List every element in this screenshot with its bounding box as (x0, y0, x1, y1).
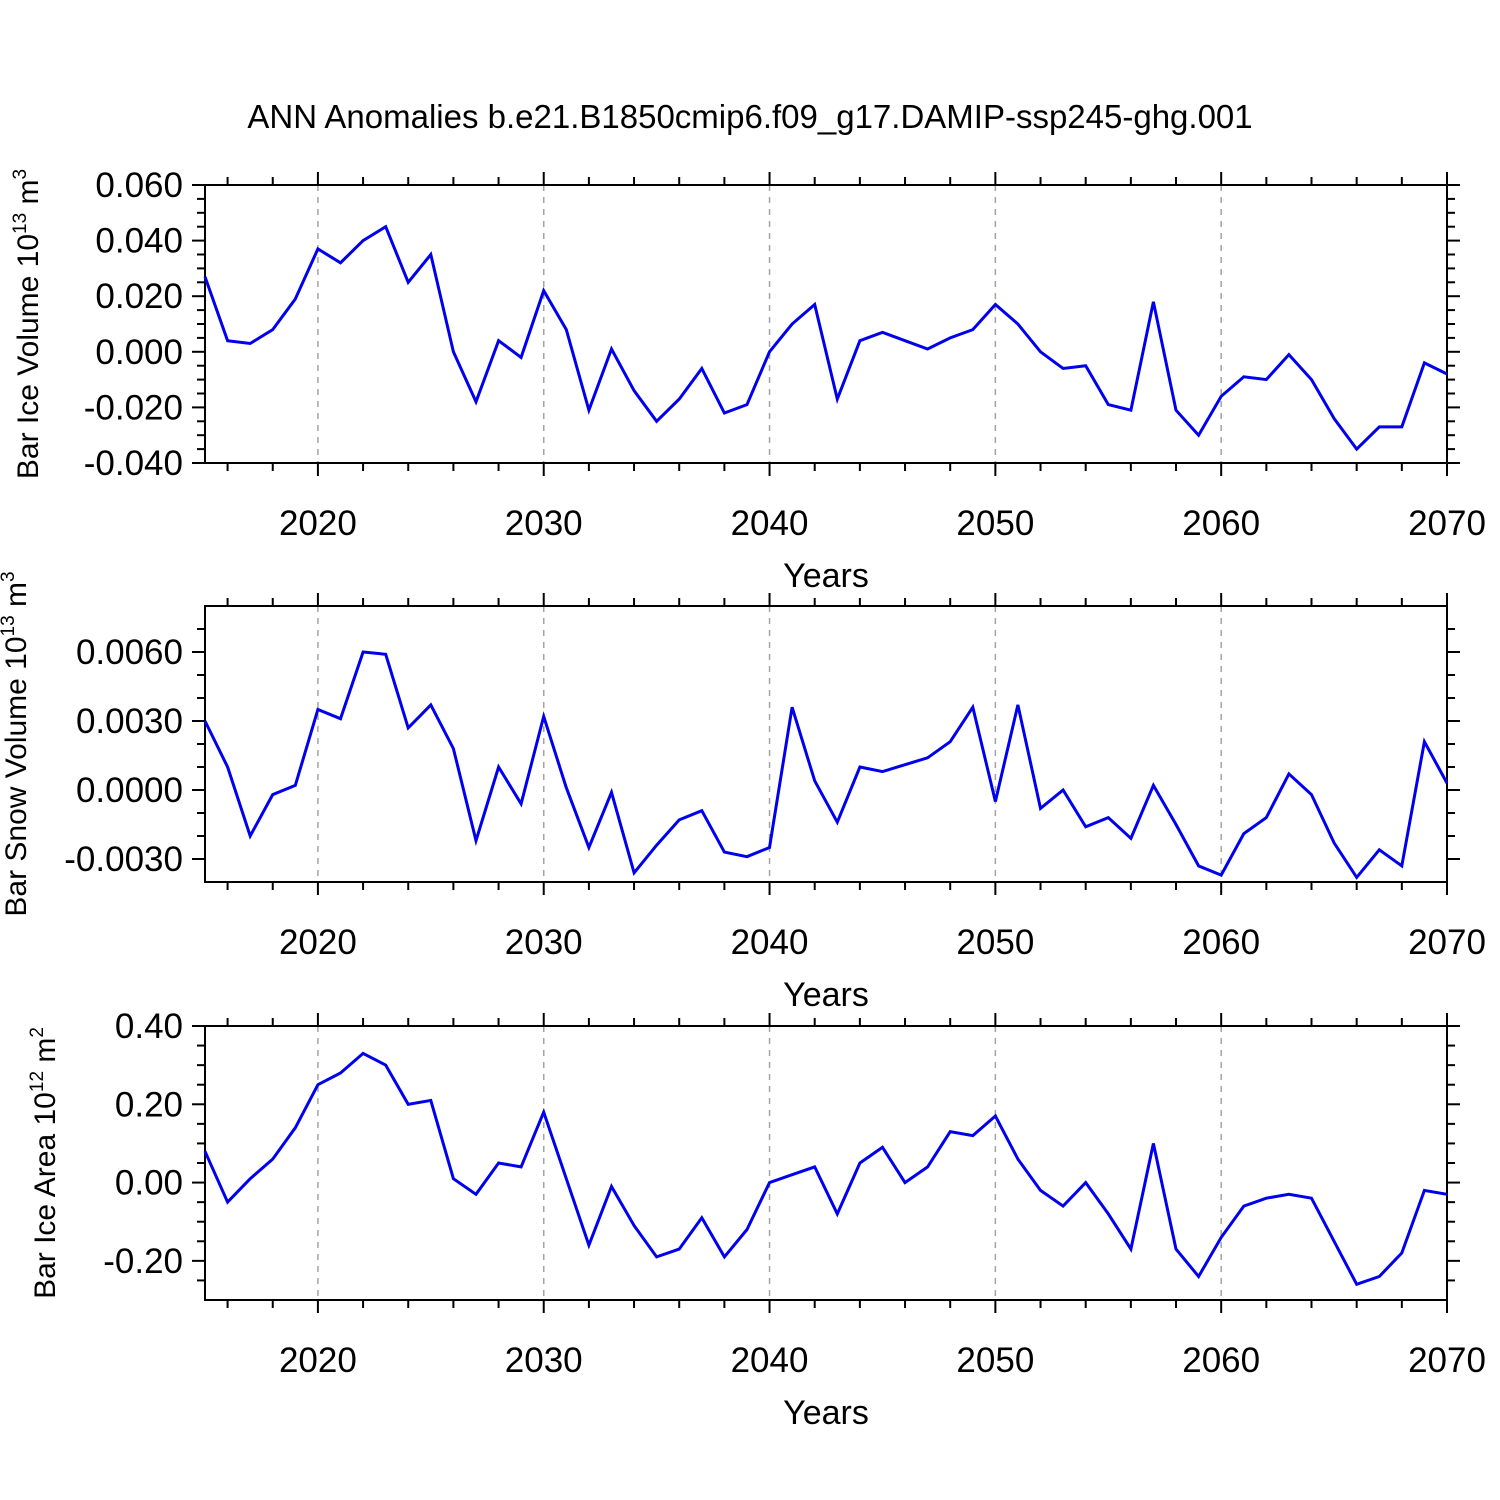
x-tick-label: 2040 (731, 923, 809, 962)
y-axis-title-text: m (29, 1038, 62, 1071)
y-tick-label: 0.00 (115, 1164, 183, 1203)
x-axis-title: Years (783, 557, 869, 595)
chart-title: ANN Anomalies b.e21.B1850cmip6.f09_g17.D… (247, 98, 1252, 135)
x-axis-title: Years (783, 976, 869, 1014)
x-tick-label: 2060 (1182, 923, 1260, 962)
x-axis-title: Years (783, 1394, 869, 1432)
y-axis-title: Bar Snow Volume 1013​ m3​ (0, 571, 33, 916)
series-line-bar-ice-volume (203, 224, 1448, 452)
y-axis-title-text: m (12, 179, 45, 212)
x-tick-label: 2070 (1408, 504, 1486, 543)
x-tick-label: 2070 (1408, 1341, 1486, 1380)
x-tick-label: 2050 (956, 1341, 1034, 1380)
y-tick-label: 0.060 (95, 166, 183, 205)
y-axis-title-superscript: 3 (0, 571, 19, 582)
x-tick-label: 2040 (731, 1341, 809, 1380)
y-tick-label: 0.020 (95, 277, 183, 316)
x-tick-label: 2060 (1182, 504, 1260, 543)
plot-frame (204, 605, 1448, 883)
y-axis-title: Bar Ice Area 1012​ m2​ (27, 1027, 62, 1299)
y-axis-title-superscript: 13 (10, 213, 31, 234)
series-line-bar-snow-volume (203, 650, 1449, 880)
x-tick-label: 2030 (505, 1341, 583, 1380)
plot-frame (204, 1025, 1448, 1301)
y-tick-label: -0.040 (84, 444, 183, 483)
x-tick-label: 2020 (279, 923, 357, 962)
plot-frame (204, 184, 1448, 464)
x-tick-label: 2040 (731, 504, 809, 543)
y-tick-label: 0.0060 (76, 633, 183, 672)
y-axis-title-superscript: 12 (27, 1071, 48, 1092)
x-tick-label: 2030 (505, 504, 583, 543)
y-axis-title-superscript: 13 (0, 615, 19, 636)
y-tick-label: 0.20 (115, 1085, 183, 1124)
y-tick-label: -0.0030 (64, 840, 183, 879)
y-axis-title-text: Bar Ice Volume 10 (12, 234, 45, 479)
x-tick-label: 2020 (279, 504, 357, 543)
y-tick-label: 0.040 (95, 222, 183, 261)
y-tick-label: -0.20 (103, 1242, 183, 1281)
y-axis-title-superscript: 3 (10, 169, 31, 180)
y-axis-title: Bar Ice Volume 1013​ m3​ (10, 169, 45, 479)
series-line-bar-ice-area (203, 1051, 1448, 1287)
y-tick-label: -0.020 (84, 388, 183, 427)
y-axis-title-superscript: 2 (27, 1027, 48, 1038)
x-tick-label: 2060 (1182, 1341, 1260, 1380)
y-tick-label: 0.0030 (76, 702, 183, 741)
x-tick-label: 2070 (1408, 923, 1486, 962)
y-axis-title-text: m (0, 582, 33, 615)
y-tick-label: 0.0000 (76, 771, 183, 810)
y-axis-title-text: Bar Ice Area 10 (29, 1092, 62, 1299)
y-axis-title-text: Bar Snow Volume 10 (0, 636, 33, 916)
x-tick-label: 2020 (279, 1341, 357, 1380)
y-tick-label: 0.40 (115, 1007, 183, 1046)
x-tick-label: 2050 (956, 504, 1034, 543)
x-tick-label: 2030 (505, 923, 583, 962)
y-tick-label: 0.000 (95, 333, 183, 372)
x-tick-label: 2050 (956, 923, 1034, 962)
